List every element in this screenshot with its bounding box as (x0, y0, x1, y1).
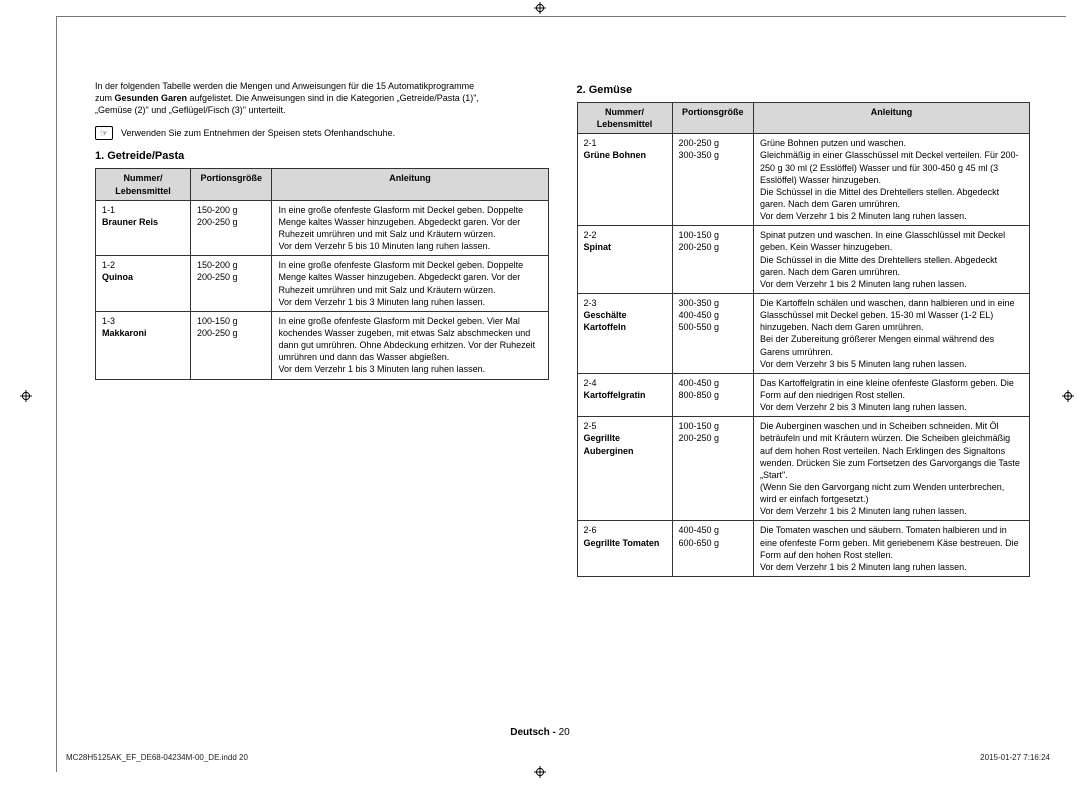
right-column: 2. Gemüse Nummer/Lebensmittel Portionsgr… (577, 80, 1031, 577)
cell-portion: 100-150 g200-250 g (672, 417, 753, 521)
table-row: 1-1Brauner Reis150-200 g200-250 gIn eine… (96, 200, 549, 256)
print-file: MC28H5125AK_EF_DE68-04234M-00_DE.indd 20 (66, 753, 248, 762)
cell-food: 2-4Kartoffelgratin (577, 373, 672, 416)
cell-food: 2-6Gegrillte Tomaten (577, 521, 672, 577)
cell-portion: 400-450 g600-650 g (672, 521, 753, 577)
intro-bold: Gesunden Garen (115, 93, 188, 103)
intro-line1: In der folgenden Tabelle werden die Meng… (95, 81, 474, 91)
crop-mark-top (534, 2, 546, 14)
page-footer: Deutsch - 20 (0, 727, 1080, 738)
intro-line3: „Gemüse (2)" und „Geflügel/Fisch (3)" un… (95, 105, 285, 115)
cell-instruction: Grüne Bohnen putzen und waschen.Gleichmä… (753, 134, 1029, 226)
table-row: 2-5Gegrillte Auberginen100-150 g200-250 … (577, 417, 1030, 521)
th-num1: Nummer/ (605, 107, 644, 117)
table-header-row: Nummer/Lebensmittel Portionsgröße Anleit… (577, 103, 1030, 134)
table-row: 2-3Geschälte Kartoffeln300-350 g400-450 … (577, 293, 1030, 373)
table-row: 2-4Kartoffelgratin400-450 g800-850 gDas … (577, 373, 1030, 416)
cell-food: 2-5Gegrillte Auberginen (577, 417, 672, 521)
footer-lang: Deutsch - (510, 727, 558, 738)
cell-portion: 150-200 g200-250 g (191, 256, 272, 312)
cell-instruction: Spinat putzen und waschen. In eine Glass… (753, 226, 1029, 294)
crop-mark-left (20, 390, 32, 402)
th-nummer: Nummer/Lebensmittel (577, 103, 672, 134)
section1-title: 1. Getreide/Pasta (95, 150, 549, 162)
table-header-row: Nummer/Lebensmittel Portionsgröße Anleit… (96, 169, 549, 200)
cell-instruction: Die Tomaten waschen und säubern. Tomaten… (753, 521, 1029, 577)
intro-line2c: aufgelistet. Die Anweisungen sind in die… (187, 93, 479, 103)
section2-title: 2. Gemüse (577, 84, 1031, 96)
note-text: Verwenden Sie zum Entnehmen der Speisen … (121, 128, 395, 138)
intro-line2a: zum (95, 93, 115, 103)
crop-mark-right (1062, 390, 1074, 402)
cell-portion: 300-350 g400-450 g500-550 g (672, 293, 753, 373)
th-num1: Nummer/ (124, 173, 163, 183)
table-row: 1-2Quinoa150-200 g200-250 gIn eine große… (96, 256, 549, 312)
th-nummer: Nummer/Lebensmittel (96, 169, 191, 200)
crop-mark-bottom (534, 766, 546, 778)
cell-instruction: In eine große ofenfeste Glasform mit Dec… (272, 311, 548, 379)
left-column: In der folgenden Tabelle werden die Meng… (95, 80, 549, 577)
cell-food: 2-2Spinat (577, 226, 672, 294)
table-row: 2-2Spinat100-150 g200-250 gSpinat putzen… (577, 226, 1030, 294)
footer-page: 20 (559, 727, 570, 738)
cell-portion: 100-150 g200-250 g (191, 311, 272, 379)
intro-paragraph: In der folgenden Tabelle werden die Meng… (95, 80, 549, 116)
cell-portion: 100-150 g200-250 g (672, 226, 753, 294)
cell-food: 1-2Quinoa (96, 256, 191, 312)
cell-portion: 400-450 g800-850 g (672, 373, 753, 416)
cell-portion: 200-250 g300-350 g (672, 134, 753, 226)
table-gemuese: Nummer/Lebensmittel Portionsgröße Anleit… (577, 102, 1031, 577)
table-row: 1-3Makkaroni100-150 g200-250 gIn eine gr… (96, 311, 549, 379)
content-area: In der folgenden Tabelle werden die Meng… (95, 80, 1030, 577)
print-time: 2015-01-27 7:16:24 (980, 753, 1050, 762)
th-num2: Lebensmittel (115, 186, 171, 196)
cell-instruction: In eine große ofenfeste Glasform mit Dec… (272, 200, 548, 256)
table-row: 2-1Grüne Bohnen200-250 g300-350 gGrüne B… (577, 134, 1030, 226)
th-anleitung: Anleitung (272, 169, 548, 200)
table-getreide: Nummer/Lebensmittel Portionsgröße Anleit… (95, 168, 549, 379)
th-portion: Portionsgröße (191, 169, 272, 200)
cell-food: 2-3Geschälte Kartoffeln (577, 293, 672, 373)
note-row: ☞ Verwenden Sie zum Entnehmen der Speise… (95, 126, 549, 140)
cell-food: 1-1Brauner Reis (96, 200, 191, 256)
cell-instruction: Das Kartoffelgratin in eine kleine ofenf… (753, 373, 1029, 416)
hand-icon: ☞ (95, 126, 113, 140)
table-row: 2-6Gegrillte Tomaten400-450 g600-650 gDi… (577, 521, 1030, 577)
th-num2: Lebensmittel (597, 119, 653, 129)
print-footer: MC28H5125AK_EF_DE68-04234M-00_DE.indd 20… (66, 753, 1050, 762)
cell-food: 1-3Makkaroni (96, 311, 191, 379)
th-portion: Portionsgröße (672, 103, 753, 134)
cell-instruction: In eine große ofenfeste Glasform mit Dec… (272, 256, 548, 312)
cell-food: 2-1Grüne Bohnen (577, 134, 672, 226)
th-anleitung: Anleitung (753, 103, 1029, 134)
cell-instruction: Die Auberginen waschen und in Scheiben s… (753, 417, 1029, 521)
cell-portion: 150-200 g200-250 g (191, 200, 272, 256)
cell-instruction: Die Kartoffeln schälen und waschen, dann… (753, 293, 1029, 373)
